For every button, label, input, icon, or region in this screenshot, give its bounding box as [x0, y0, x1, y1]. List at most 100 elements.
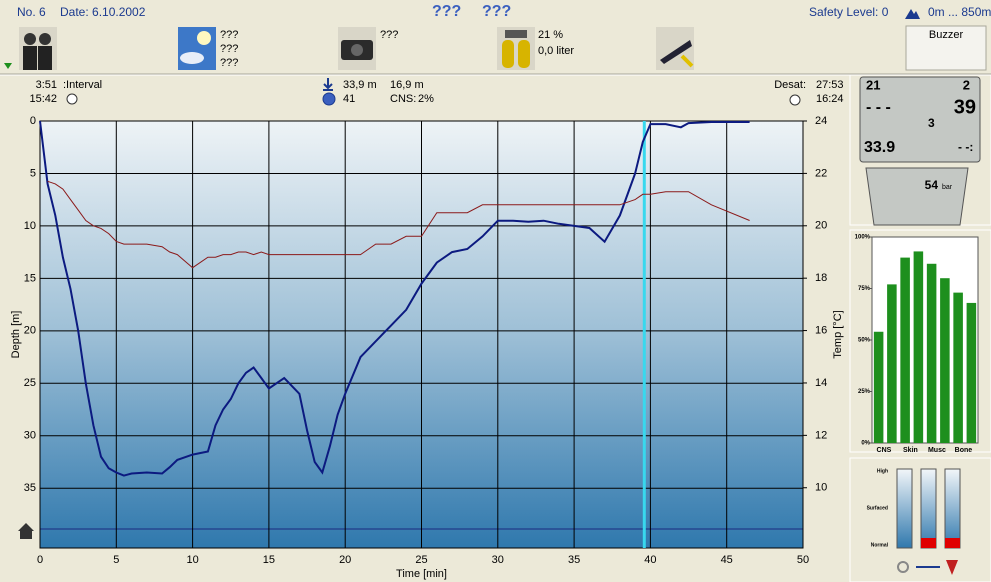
- plot-frame: [39, 120, 804, 549]
- dive-count: 41: [343, 93, 355, 105]
- avg-depth: 16,9 m: [390, 79, 424, 91]
- x-tick-label: 0: [37, 554, 43, 566]
- y2-tick-label: 22: [815, 167, 827, 179]
- x-tick-label: 35: [568, 554, 580, 566]
- lcd-text: 2: [963, 77, 970, 92]
- y-tick-label: 30: [24, 430, 36, 442]
- equipment-icon[interactable]: [338, 27, 376, 70]
- y-tick-label: 5: [30, 167, 36, 179]
- lcd-text: 21: [866, 77, 880, 92]
- y2-tick-label: 24: [815, 115, 827, 127]
- temperature-line: [47, 180, 750, 269]
- y-axis-label: Depth [m]: [10, 311, 22, 359]
- pressure-value: 54: [925, 178, 939, 192]
- y2-tick-label: 12: [815, 429, 827, 441]
- x-tick-label: 25: [415, 554, 427, 566]
- gauge-label: High: [877, 468, 888, 474]
- dive-date: Date: 6.10.2002: [60, 5, 146, 19]
- depth-line: [39, 120, 750, 477]
- buzzer-box[interactable]: [905, 25, 987, 71]
- cns-value: 2%: [418, 93, 434, 105]
- max-depth: 33,9 m: [343, 79, 377, 91]
- bar: [940, 278, 950, 443]
- gauge-icon: [946, 560, 958, 575]
- lcd-depth: 39: [954, 96, 976, 118]
- pressure-display: [865, 167, 969, 226]
- gauge: [896, 468, 913, 549]
- buzzer-label: Buzzer: [929, 29, 964, 41]
- volume-text: 0,0 liter: [538, 45, 574, 57]
- altitude-icon: [905, 9, 920, 19]
- y-tick-label: 0%: [861, 441, 870, 447]
- y2-tick-label: 14: [815, 377, 827, 389]
- y-tick-label: 15: [24, 272, 36, 284]
- gauge-fill: [921, 538, 936, 548]
- y2-tick-label: 18: [815, 272, 827, 284]
- x-tick-label: 5: [113, 554, 119, 566]
- altitude: 0m ... 850m: [928, 5, 991, 19]
- lcd-max-depth: 33.9: [864, 139, 895, 156]
- lcd-text: - -:: [958, 140, 973, 154]
- y-tick-label: 100%: [855, 235, 871, 241]
- bar: [953, 292, 963, 443]
- lcd-text: - - -: [866, 99, 891, 116]
- equipment-text: ???: [380, 29, 398, 41]
- bar: [913, 251, 924, 443]
- gauge-label: Normal: [871, 542, 889, 548]
- desat-label: Desat:: [774, 79, 806, 91]
- y-tick-label: 25: [24, 377, 36, 389]
- x-axis-label: Time [min]: [396, 568, 447, 580]
- x-tick-label: 15: [263, 554, 275, 566]
- gas-icon[interactable]: [497, 27, 535, 70]
- expand-arrow[interactable]: [4, 63, 12, 69]
- weather-text: ???: [220, 57, 238, 69]
- pressure-unit: bar: [942, 184, 953, 191]
- x-tick-label: 50: [797, 554, 809, 566]
- buddy-icon[interactable]: [19, 27, 57, 70]
- gauge-label: Surfaced: [867, 505, 888, 511]
- y-tick-label: 35: [24, 482, 36, 494]
- cns-label: CNS:: [390, 93, 416, 105]
- desat-time: 27:53: [816, 79, 844, 91]
- y-tick-label: 50%: [858, 338, 871, 344]
- weather-text: ???: [220, 43, 238, 55]
- gauge-icon: [897, 561, 909, 573]
- y-tick-label: 10: [24, 220, 36, 232]
- lcd-display: [859, 76, 981, 163]
- bar: [966, 302, 977, 443]
- y-tick-label: 25%: [858, 389, 871, 395]
- x-tick-label: 20: [339, 554, 351, 566]
- interval: 3:51: [36, 79, 57, 91]
- bar: [900, 257, 910, 443]
- safety-level: Safety Level: 0: [809, 5, 889, 19]
- weather-icon[interactable]: [178, 27, 216, 70]
- clock-icon: [789, 94, 801, 106]
- y2-tick-label: 10: [815, 482, 827, 494]
- home-icon[interactable]: [18, 523, 34, 539]
- dive-profile: 0 5 10 15 20 25 30 35 40 45 50 0 5 10 15 20 25 30 35 10 12 14…: [10, 115, 844, 580]
- lcd-text: 3: [928, 116, 935, 130]
- bar: [887, 284, 897, 443]
- gauge: [944, 468, 961, 549]
- x-tick-label: CNS: [877, 447, 892, 454]
- site-title[interactable]: ???: [432, 3, 461, 20]
- diver-icon[interactable]: [656, 27, 694, 70]
- dive-number: No. 6: [17, 5, 46, 19]
- y2-tick-label: 20: [815, 220, 827, 232]
- interval-label: :Interval: [63, 79, 102, 91]
- depth-icon: [323, 78, 333, 91]
- y-tick-label: 0: [30, 115, 36, 127]
- tissue-chart: 0% 25% 50% 75% 100% CNS Skin Musc Bone: [855, 235, 979, 454]
- y-tick-label: 75%: [858, 286, 871, 292]
- dive-count-icon: [322, 92, 336, 106]
- x-tick-label: 30: [492, 554, 504, 566]
- gauge-fill: [945, 538, 960, 548]
- bar: [926, 263, 937, 443]
- x-tick-label: Bone: [955, 447, 973, 454]
- x-tick-label: 10: [186, 554, 198, 566]
- y2-axis-label: Temp [°C]: [832, 310, 844, 358]
- end-time: 16:24: [816, 93, 844, 105]
- y2-tick-label: 16: [815, 324, 827, 336]
- clock-icon: [66, 93, 78, 105]
- location-title[interactable]: ???: [482, 3, 511, 20]
